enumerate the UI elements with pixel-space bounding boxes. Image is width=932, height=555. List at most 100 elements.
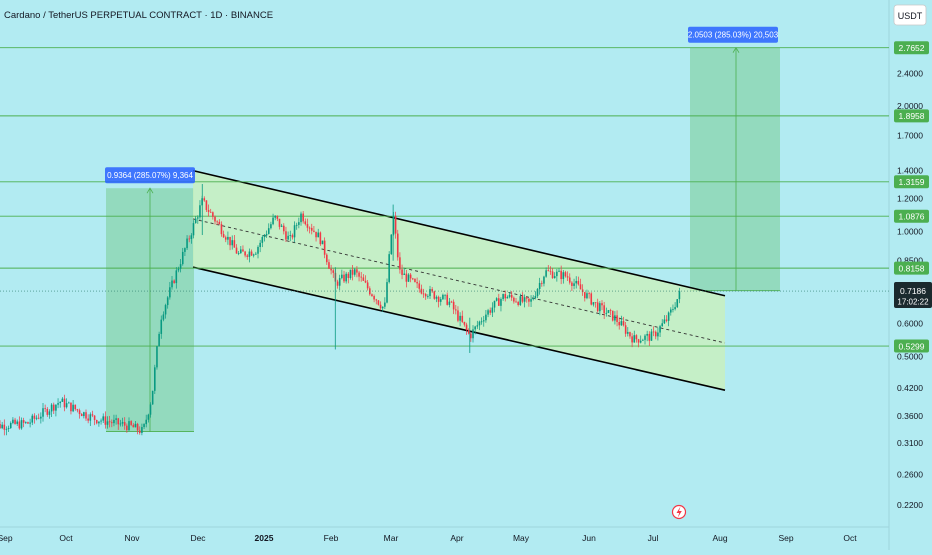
candle bbox=[33, 415, 36, 419]
candle bbox=[663, 319, 666, 324]
candle bbox=[199, 205, 201, 218]
candle bbox=[280, 225, 283, 227]
candle bbox=[519, 296, 522, 305]
measure-boxes bbox=[106, 46, 780, 432]
candle bbox=[87, 418, 89, 421]
candle bbox=[571, 282, 573, 286]
candle bbox=[457, 310, 459, 321]
candle bbox=[9, 422, 12, 429]
candle bbox=[194, 218, 197, 224]
x-axis-label: Sep bbox=[0, 533, 13, 543]
candle bbox=[642, 339, 644, 341]
candle bbox=[289, 235, 292, 236]
y-tick-label: 0.2600 bbox=[897, 470, 923, 480]
candle bbox=[353, 269, 356, 275]
current-price-tag-bg[interactable] bbox=[894, 282, 932, 309]
candle bbox=[510, 294, 513, 298]
candle bbox=[283, 225, 285, 232]
candle bbox=[373, 296, 375, 300]
candle bbox=[478, 321, 481, 326]
channel-mid-line[interactable] bbox=[192, 218, 726, 344]
candle bbox=[160, 319, 163, 334]
candle bbox=[517, 301, 519, 305]
symbol-title[interactable]: Cardano / TetherUS PERPETUAL CONTRACT · … bbox=[4, 10, 273, 21]
candle bbox=[308, 227, 311, 229]
candle bbox=[85, 412, 87, 419]
candle bbox=[558, 270, 560, 272]
candle bbox=[476, 325, 479, 327]
candle bbox=[564, 272, 567, 277]
candle bbox=[427, 296, 429, 297]
lightning-icon[interactable] bbox=[671, 504, 687, 520]
x-axis-label: Jun bbox=[582, 533, 596, 543]
currency-badge-label: USDT bbox=[898, 11, 923, 21]
candle bbox=[20, 420, 23, 429]
candle bbox=[68, 402, 70, 404]
candle bbox=[345, 273, 347, 282]
candle bbox=[620, 321, 623, 326]
candle bbox=[74, 404, 77, 410]
y-tick-label: 0.5000 bbox=[897, 352, 923, 362]
candle bbox=[130, 421, 132, 425]
candle bbox=[29, 422, 31, 424]
channel-lower-line[interactable] bbox=[192, 266, 726, 391]
candle bbox=[181, 251, 184, 265]
candle bbox=[504, 294, 507, 299]
currency-badge[interactable]: USDT bbox=[893, 4, 927, 26]
candle bbox=[358, 272, 360, 277]
candle bbox=[661, 323, 664, 327]
measure-arrow-head bbox=[146, 187, 154, 194]
y-tick-label: 0.6000 bbox=[897, 319, 923, 329]
candle bbox=[637, 339, 640, 343]
channel-upper-line[interactable] bbox=[192, 169, 726, 297]
candle bbox=[48, 411, 51, 415]
candle bbox=[379, 304, 382, 309]
candle bbox=[416, 281, 418, 284]
candle bbox=[100, 420, 102, 422]
candle bbox=[27, 422, 29, 424]
candle bbox=[351, 269, 354, 275]
level-label: 1.3159 bbox=[899, 177, 925, 187]
candle bbox=[491, 307, 494, 313]
candle bbox=[506, 296, 509, 299]
candle bbox=[538, 282, 541, 290]
measure-box[interactable] bbox=[690, 47, 780, 291]
candle bbox=[444, 294, 446, 296]
candle bbox=[435, 296, 438, 299]
candle bbox=[364, 280, 367, 283]
current-price-tag: 0.7186 17:02:22 bbox=[0, 282, 932, 309]
candle bbox=[158, 333, 160, 347]
candle bbox=[65, 403, 68, 408]
measure-labels: 0.9364 (285.07%) 9,364 2.0503 (285.03%) 2… bbox=[105, 26, 779, 184]
level-label-bg bbox=[894, 261, 929, 275]
candle bbox=[134, 423, 137, 428]
candle bbox=[147, 414, 150, 420]
x-axis-labels: Sep Oct Nov Dec 2025 Feb Mar Apr May Jun Jul Aug Sep… bbox=[0, 533, 857, 543]
y-tick-label: 0.3600 bbox=[897, 411, 923, 421]
candle bbox=[76, 409, 79, 411]
level-label: 1.0876 bbox=[899, 212, 925, 222]
candle bbox=[328, 262, 330, 269]
candle bbox=[584, 292, 586, 299]
candle bbox=[560, 270, 562, 280]
candle bbox=[52, 404, 55, 411]
x-axis-label: Feb bbox=[324, 533, 339, 543]
level-label-bg bbox=[894, 175, 929, 189]
candle bbox=[553, 276, 556, 279]
candle bbox=[377, 300, 380, 305]
candle bbox=[138, 430, 141, 433]
candle bbox=[212, 212, 214, 217]
candle bbox=[375, 299, 378, 301]
candle bbox=[214, 216, 216, 222]
candle bbox=[119, 423, 122, 425]
candle bbox=[126, 425, 128, 431]
candle bbox=[145, 419, 148, 425]
candle bbox=[108, 421, 111, 423]
y-tick-label: 1.7000 bbox=[897, 131, 923, 141]
candle bbox=[549, 270, 552, 272]
candle bbox=[117, 418, 120, 425]
candle bbox=[470, 333, 472, 339]
candle bbox=[498, 298, 500, 306]
candle bbox=[179, 264, 182, 269]
